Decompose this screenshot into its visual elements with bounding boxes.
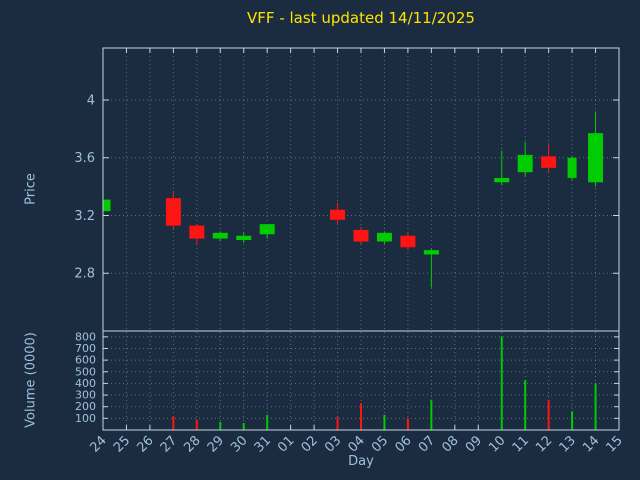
candle-body	[517, 154, 533, 173]
candle-body	[353, 229, 369, 242]
candle-body	[259, 224, 275, 235]
day-tick-label: 01	[275, 433, 297, 455]
candle-body	[330, 209, 346, 220]
price-tick-label: 2.8	[74, 267, 95, 282]
candle-body	[212, 232, 228, 239]
candle-body	[189, 225, 205, 239]
candle-body	[103, 199, 111, 212]
volume-tick-label: 700	[75, 342, 96, 355]
day-tick-label: 30	[228, 433, 250, 455]
volume-axis-label: Volume (0000)	[23, 332, 39, 428]
volume-tick-label: 300	[75, 389, 96, 402]
day-tick-label: 14	[580, 433, 602, 455]
candle-body	[588, 133, 604, 183]
candle-body	[400, 235, 416, 248]
volume-tick-label: 500	[75, 365, 96, 378]
volume-panel-border	[102, 330, 620, 431]
volume-tick-label: 100	[75, 412, 96, 425]
candle-body	[567, 157, 577, 178]
volume-tick-label: 800	[75, 330, 96, 343]
price-tick-label: 4	[87, 93, 95, 108]
day-tick-label: 08	[439, 433, 461, 455]
volume-tick-label: 200	[75, 400, 96, 413]
day-tick-label: 07	[416, 433, 438, 455]
day-tick-label: 27	[158, 433, 180, 455]
candle-body	[236, 235, 252, 241]
volume-tick-label: 400	[75, 377, 96, 390]
day-tick-label: 24	[88, 433, 110, 455]
day-tick-label: 12	[533, 433, 555, 455]
candles-layer	[103, 111, 604, 288]
price-axis-label: Price	[23, 173, 39, 205]
day-tick-label: 28	[181, 433, 203, 455]
day-tick-label: 09	[463, 433, 485, 455]
day-tick-label: 10	[486, 433, 508, 455]
day-tick-label: 05	[369, 433, 391, 455]
candle-body	[494, 177, 510, 183]
day-tick-label: 13	[557, 433, 579, 455]
day-tick-label: 03	[322, 433, 344, 455]
chart-title: VFF - last updated 14/11/2025	[247, 9, 475, 27]
day-tick-label: 11	[510, 433, 532, 455]
price-tick-label: 3.6	[74, 151, 95, 166]
day-tick-label: 15	[604, 433, 626, 455]
candle-body	[165, 198, 181, 226]
day-tick-label: 26	[134, 433, 156, 455]
day-tick-label: 02	[299, 433, 321, 455]
day-tick-label: 29	[205, 433, 227, 455]
day-tick-label: 04	[346, 433, 368, 455]
candle-body	[541, 156, 557, 168]
price-tick-label: 3.2	[74, 209, 95, 224]
day-tick-label: 25	[111, 433, 133, 455]
candle-body	[376, 232, 392, 242]
candle-body	[423, 250, 439, 255]
day-tick-label: 06	[392, 433, 414, 455]
x-axis-label: Day	[348, 454, 374, 469]
volume-tick-label: 600	[75, 354, 96, 367]
day-tick-label: 31	[252, 433, 274, 455]
